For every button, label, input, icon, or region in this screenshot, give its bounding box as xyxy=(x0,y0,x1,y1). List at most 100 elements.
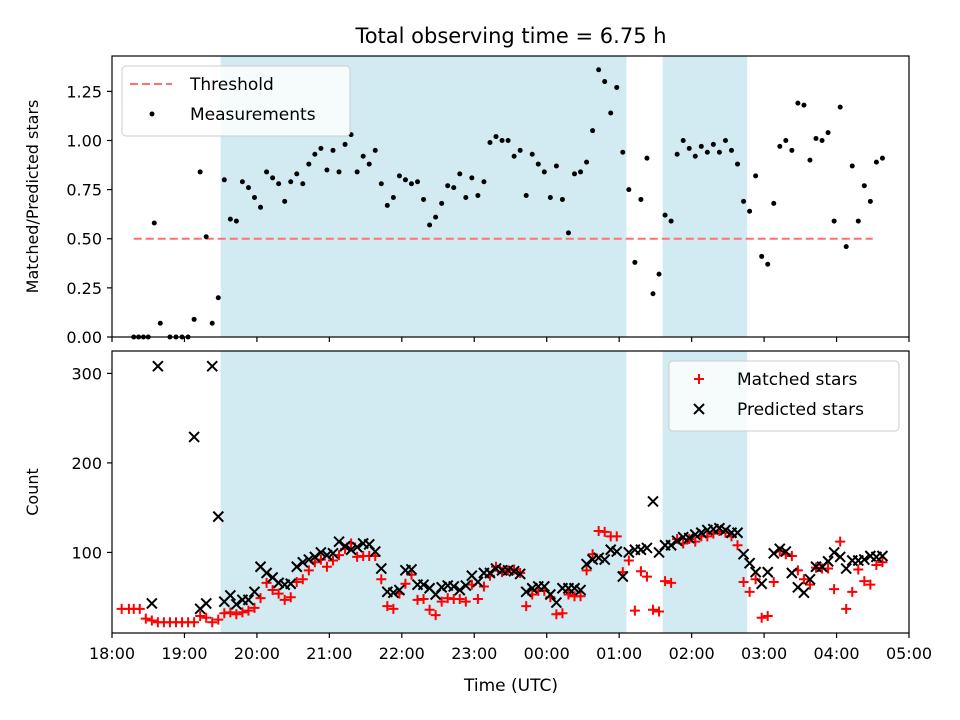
x-tick-label: 00:00 xyxy=(524,644,570,663)
point-measurements-124 xyxy=(879,155,885,161)
point-matched-stars-102 xyxy=(732,540,743,551)
x-tick-label: 22:00 xyxy=(379,644,425,663)
point-matched-stars-65 xyxy=(509,564,520,575)
point-measurements-59 xyxy=(487,139,493,145)
point-predicted-stars-98 xyxy=(768,547,780,560)
x-tick-label: 03:00 xyxy=(741,644,787,663)
point-predicted-stars-9 xyxy=(230,598,243,611)
point-measurements-57 xyxy=(475,193,481,199)
point-measurements-47 xyxy=(415,179,421,185)
point-measurements-81 xyxy=(620,149,626,155)
point-predicted-stars-47 xyxy=(460,579,472,592)
point-measurements-105 xyxy=(765,261,771,267)
point-matched-stars-44 xyxy=(382,601,393,612)
point-measurements-66 xyxy=(529,151,535,157)
x-tick-label: 19:00 xyxy=(161,644,207,663)
point-predicted-stars-95 xyxy=(749,566,762,578)
y-tick-label: 1.00 xyxy=(66,131,102,150)
point-predicted-stars-8 xyxy=(224,589,237,602)
point-predicted-stars-11 xyxy=(242,594,255,606)
y-tick-label: 0.25 xyxy=(66,279,102,298)
top-panel: 0.00 0.25 0.50 0.75 1.00 1.25 Matched/Predicte… xyxy=(23,55,910,347)
legend-label: Threshold xyxy=(189,75,274,95)
point-measurements-65 xyxy=(523,193,529,199)
point-matched-stars-119 xyxy=(835,536,846,547)
point-predicted-stars-32 xyxy=(369,545,381,558)
point-predicted-stars-26 xyxy=(333,535,345,548)
point-measurements-108 xyxy=(783,137,789,143)
x-tick-label: 02:00 xyxy=(669,644,715,663)
point-measurements-106 xyxy=(771,200,777,206)
point-measurements-12 xyxy=(203,234,209,240)
point-predicted-stars-46 xyxy=(454,584,466,596)
point-predicted-stars-61 xyxy=(544,588,557,601)
point-measurements-43 xyxy=(390,194,396,200)
point-matched-stars-114 xyxy=(804,579,815,590)
point-predicted-stars-12 xyxy=(248,586,261,598)
point-predicted-stars-107 xyxy=(822,555,834,568)
point-measurements-71 xyxy=(559,196,565,202)
point-measurements-50 xyxy=(433,214,439,220)
point-matched-stars-25 xyxy=(267,585,278,596)
point-predicted-stars-45 xyxy=(448,580,460,593)
point-predicted-stars-81 xyxy=(665,539,677,551)
point-measurements-62 xyxy=(505,137,511,143)
point-predicted-stars-109 xyxy=(834,551,846,563)
point-measurements-80 xyxy=(614,84,620,90)
point-measurements-112 xyxy=(807,157,813,163)
point-measurements-107 xyxy=(777,143,783,149)
point-matched-stars-16 xyxy=(213,614,224,625)
x-axis-label: Time (UTC) xyxy=(463,676,558,696)
point-measurements-15 xyxy=(221,177,227,183)
point-predicted-stars-93 xyxy=(737,548,750,560)
point-matched-stars-77 xyxy=(581,565,592,576)
point-matched-stars-15 xyxy=(207,617,218,628)
x-tick-label: 20:00 xyxy=(234,644,280,663)
point-matched-stars-43 xyxy=(376,574,387,585)
point-matched-stars-18 xyxy=(225,607,236,618)
point-measurements-70 xyxy=(553,163,559,169)
point-measurements-13 xyxy=(209,320,215,326)
point-matched-stars-124 xyxy=(865,579,876,590)
point-measurements-4 xyxy=(151,220,157,226)
point-matched-stars-51 xyxy=(424,604,435,615)
point-measurements-55 xyxy=(463,194,469,200)
point-measurements-63 xyxy=(511,153,517,159)
y-tick-label: 1.25 xyxy=(66,82,102,101)
point-measurements-83 xyxy=(632,259,638,265)
point-matched-stars-3 xyxy=(134,603,145,614)
point-matched-stars-23 xyxy=(255,593,266,604)
point-matched-stars-104 xyxy=(744,586,755,597)
x-tick-label: 01:00 xyxy=(596,644,642,663)
point-measurements-110 xyxy=(795,100,801,106)
point-matched-stars-57 xyxy=(460,596,471,607)
point-measurements-84 xyxy=(638,196,644,202)
point-matched-stars-103 xyxy=(738,576,749,587)
point-predicted-stars-77 xyxy=(641,542,653,554)
point-measurements-100 xyxy=(735,161,741,167)
point-matched-stars-123 xyxy=(859,576,870,587)
point-matched-stars-34 xyxy=(321,561,332,572)
point-matched-stars-90 xyxy=(660,576,671,587)
point-matched-stars-76 xyxy=(575,591,586,602)
point-matched-stars-59 xyxy=(472,593,483,604)
y-axis-label: Count xyxy=(23,468,42,516)
point-measurements-39 xyxy=(366,161,372,167)
point-matched-stars-126 xyxy=(877,557,888,568)
point-predicted-stars-29 xyxy=(351,541,363,553)
point-matched-stars-106 xyxy=(756,612,767,623)
point-matched-stars-53 xyxy=(436,596,447,607)
point-predicted-stars-99 xyxy=(774,543,786,555)
point-measurements-42 xyxy=(384,202,390,208)
x-tick-label: 18:00 xyxy=(89,644,135,663)
point-measurements-30 xyxy=(312,151,318,157)
point-measurements-67 xyxy=(535,161,541,167)
point-matched-stars-47 xyxy=(400,578,411,589)
point-measurements-74 xyxy=(578,169,584,175)
point-measurements-90 xyxy=(674,151,680,157)
point-measurements-76 xyxy=(590,128,596,134)
point-predicted-stars-86 xyxy=(695,527,708,539)
point-measurements-37 xyxy=(354,169,360,175)
point-matched-stars-56 xyxy=(454,593,465,604)
